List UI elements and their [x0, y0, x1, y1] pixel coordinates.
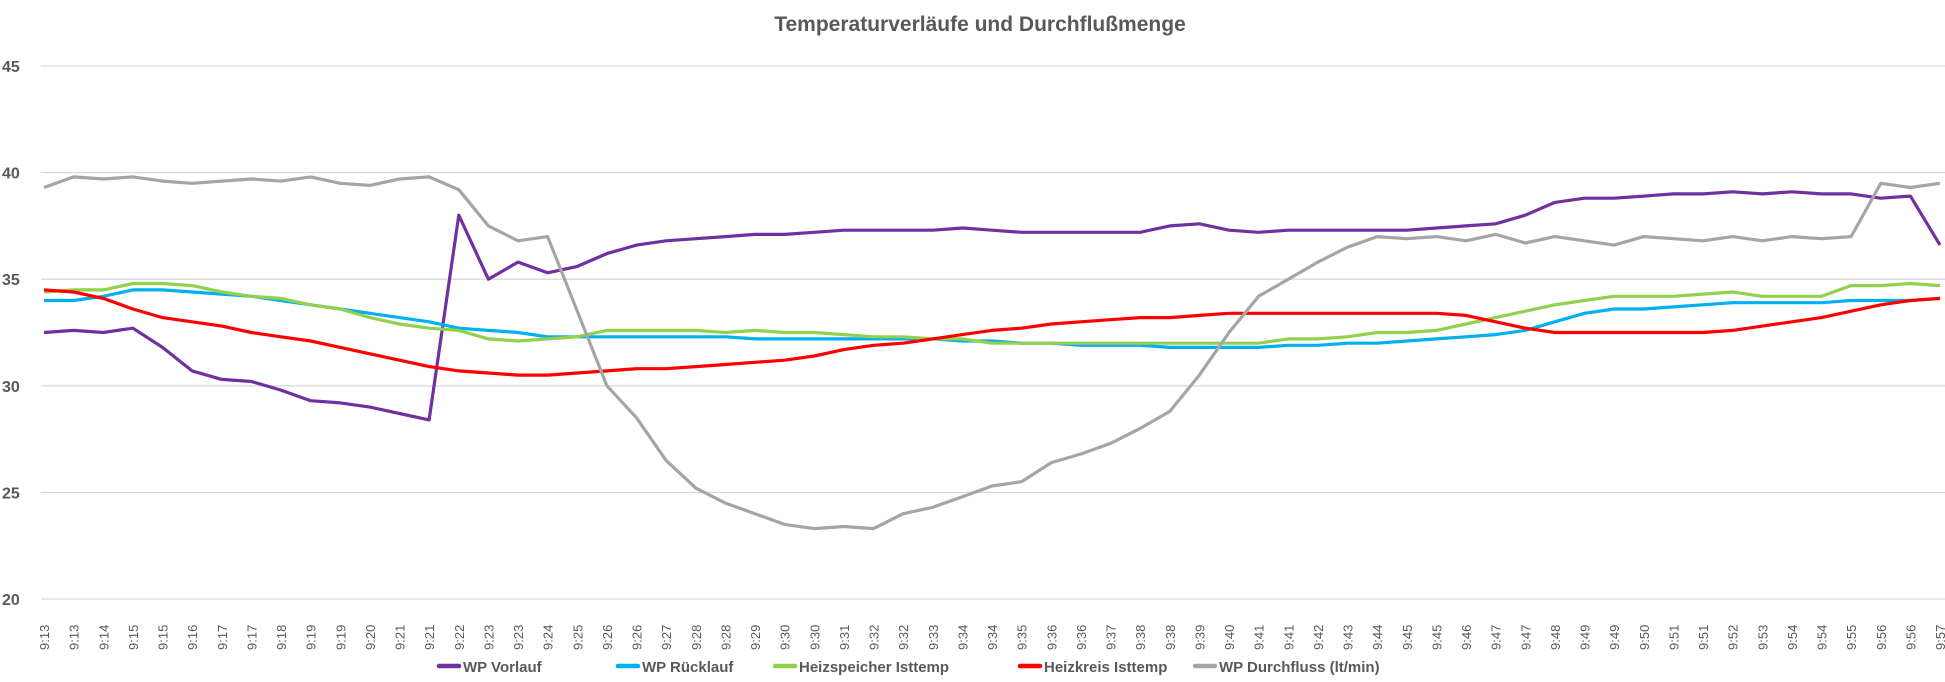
x-tick-label: 9:41 — [1281, 625, 1296, 650]
x-tick-label: 9:33 — [926, 625, 941, 650]
x-tick-label: 9:30 — [778, 625, 793, 650]
y-tick-label: 30 — [2, 379, 20, 396]
x-tick-label: 9:47 — [1489, 625, 1504, 650]
series-line-4 — [43, 175, 1941, 531]
x-tick-label: 9:19 — [304, 625, 319, 650]
x-tick-label: 9:48 — [1548, 625, 1563, 650]
x-tick-label: 9:17 — [244, 625, 259, 650]
x-tick-label: 9:42 — [1311, 625, 1326, 650]
x-tick-label: 9:46 — [1459, 625, 1474, 650]
y-axis-labels: 20 25 30 35 40 45 — [2, 59, 20, 609]
y-tick-label: 45 — [2, 59, 20, 76]
x-tick-label: 9:20 — [363, 625, 378, 650]
x-tick-label: 9:54 — [1785, 625, 1800, 650]
legend-item: WP Durchfluss (lt/min) — [1192, 659, 1380, 676]
x-tick-label: 9:39 — [1192, 625, 1207, 650]
series-line-1 — [44, 288, 1941, 349]
gridlines — [41, 65, 1945, 600]
x-tick-label: 9:26 — [600, 625, 615, 650]
y-tick-label: 40 — [2, 166, 20, 183]
x-tick-label: 9:23 — [481, 625, 496, 650]
x-tick-label: 9:28 — [718, 625, 733, 650]
x-tick-label: 9:27 — [659, 625, 674, 650]
x-tick-label: 9:55 — [1844, 625, 1859, 650]
x-tick-label: 9:21 — [422, 625, 437, 650]
x-tick-label: 9:13 — [67, 625, 82, 650]
x-tick-label: 9:21 — [393, 625, 408, 650]
x-tick-label: 9:52 — [1726, 625, 1741, 650]
series-lines — [43, 175, 1942, 531]
x-tick-label: 9:37 — [1104, 625, 1119, 650]
x-tick-label: 9:41 — [1252, 625, 1267, 650]
x-tick-label: 9:16 — [185, 625, 200, 650]
legend: WP Vorlauf WP Rücklauf Heizspeicher Isttem… — [436, 659, 1380, 676]
x-tick-label: 9:32 — [867, 625, 882, 650]
x-tick-label: 9:23 — [511, 625, 526, 650]
x-tick-label: 9:49 — [1607, 625, 1622, 650]
x-tick-label: 9:15 — [126, 625, 141, 650]
x-tick-label: 9:25 — [570, 625, 585, 650]
x-tick-label: 9:56 — [1903, 625, 1918, 650]
x-tick-label: 9:28 — [689, 625, 704, 650]
x-tick-label: 9:22 — [452, 625, 467, 650]
x-tick-label: 9:15 — [156, 625, 171, 650]
x-tick-label: 9:44 — [1370, 625, 1385, 650]
x-tick-label: 9:14 — [96, 625, 111, 650]
legend-label: WP Vorlauf — [463, 659, 543, 676]
legend-label: Heizspeicher Isttemp — [799, 659, 949, 676]
x-tick-label: 9:36 — [1074, 625, 1089, 650]
x-tick-label: 9:36 — [1044, 625, 1059, 650]
legend-label: WP Rücklauf — [642, 659, 734, 676]
x-tick-label: 9:17 — [215, 625, 230, 650]
legend-label: Heizkreis Isttemp — [1044, 659, 1167, 676]
x-tick-label: 9:24 — [541, 625, 556, 650]
x-tick-label: 9:34 — [985, 625, 1000, 650]
x-tick-label: 9:53 — [1755, 625, 1770, 650]
x-tick-label: 9:40 — [1222, 625, 1237, 650]
x-tick-label: 9:38 — [1133, 625, 1148, 650]
x-tick-label: 9:18 — [274, 625, 289, 650]
legend-item: WP Rücklauf — [615, 659, 734, 676]
x-tick-label: 9:47 — [1518, 625, 1533, 650]
x-tick-label: 9:45 — [1400, 625, 1415, 650]
x-tick-label: 9:51 — [1666, 625, 1681, 650]
x-tick-label: 9:57 — [1933, 625, 1945, 650]
series-line-3 — [43, 288, 1941, 377]
x-tick-label: 9:34 — [955, 625, 970, 650]
x-tick-label: 9:54 — [1815, 625, 1830, 650]
legend-label: WP Durchfluss (lt/min) — [1219, 659, 1380, 676]
x-tick-label: 9:50 — [1637, 625, 1652, 650]
legend-item: WP Vorlauf — [436, 659, 543, 676]
y-tick-label: 35 — [2, 272, 20, 289]
x-tick-label: 9:31 — [837, 625, 852, 650]
y-tick-label: 25 — [2, 485, 20, 502]
chart-title: Temperaturverläufe und Durchflußmenge — [774, 13, 1186, 36]
legend-item: Heizkreis Isttemp — [1017, 659, 1167, 676]
legend-item: Heizspeicher Isttemp — [772, 659, 949, 676]
x-tick-label: 9:45 — [1429, 625, 1444, 650]
x-tick-label: 9:43 — [1341, 625, 1356, 650]
x-tick-label: 9:30 — [807, 625, 822, 650]
x-tick-label: 9:29 — [748, 625, 763, 650]
x-tick-label: 9:26 — [630, 625, 645, 650]
x-tick-label: 9:51 — [1696, 625, 1711, 650]
x-tick-label: 9:35 — [1015, 625, 1030, 650]
series-line-2 — [43, 281, 1941, 345]
x-tick-label: 9:49 — [1578, 625, 1593, 650]
x-tick-label: 9:19 — [333, 625, 348, 650]
series-line-0 — [43, 190, 1942, 422]
y-tick-label: 20 — [2, 592, 20, 609]
x-tick-label: 9:56 — [1874, 625, 1889, 650]
x-tick-label: 9:13 — [37, 625, 52, 650]
x-tick-label: 9:32 — [896, 625, 911, 650]
x-tick-label: 9:38 — [1163, 625, 1178, 650]
x-axis-labels: 9:13 9:13 9:14 9:15 9:15 9:16 9:17 9:17 9:18 9:19… — [37, 625, 1945, 650]
